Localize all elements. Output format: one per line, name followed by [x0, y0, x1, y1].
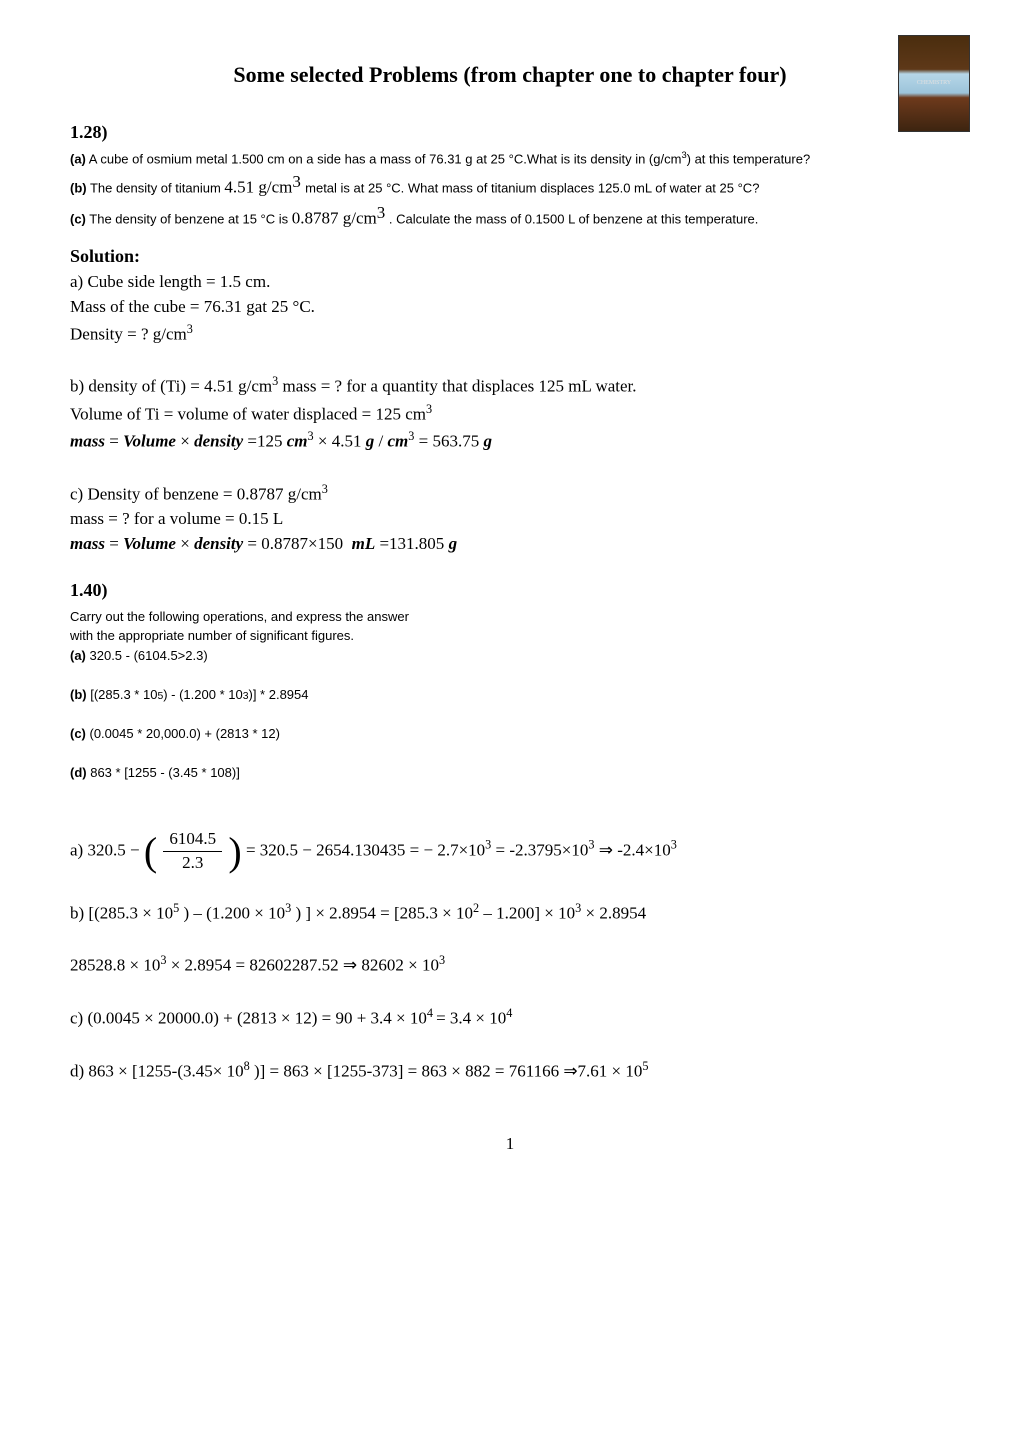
- exp-3: 3: [588, 838, 594, 852]
- exp-3: 3: [285, 901, 291, 915]
- answer-b-line1: b) [(285.3 × 105 ) – (1.200 × 103 ) ] × …: [70, 900, 950, 926]
- p140-intro1: Carry out the following operations, and …: [70, 607, 950, 627]
- page-number: 1: [70, 1133, 950, 1156]
- p140-d-label: (d): [70, 765, 87, 780]
- part-b-text1: The density of titanium: [87, 180, 225, 195]
- exp-3: 3: [377, 203, 386, 222]
- sol-b-line2: Volume of Ti = volume of water displaced…: [70, 404, 426, 423]
- exp-3: 3: [426, 402, 432, 416]
- cover-label: CHEMISTRY: [917, 79, 951, 87]
- exp-3: 3: [322, 482, 328, 496]
- part-b-label: (b): [70, 180, 87, 195]
- frac-num: 6104.5: [163, 828, 222, 852]
- problem-1-28-text: (a) A cube of osmium metal 1.500 cm on a…: [70, 148, 950, 230]
- part-c-text1: The density of benzene at 15 °C is: [86, 211, 292, 226]
- ans-a-pre: a): [70, 840, 87, 859]
- exp-3: 3: [575, 901, 581, 915]
- exp-3: 3: [671, 838, 677, 852]
- density-ti: 4.51 g/cm: [224, 177, 292, 196]
- sol-a-line2: Mass of the cube = 76.31 gat 25 °C.: [70, 296, 950, 319]
- density-benzene: 0.8787 g/cm: [292, 208, 377, 227]
- solution-c: c) Density of benzene = 0.8787 g/cm3 mas…: [70, 481, 950, 556]
- p140-b-label: (b): [70, 687, 87, 702]
- abl2: × 2.8954 = 82602287.52 ⇒ 82602 × 10: [171, 956, 439, 975]
- problem-number-1-28: 1.28): [70, 120, 950, 144]
- answer-c: c) (0.0045 × 20000.0) + (2813 × 12) = 90…: [70, 1005, 950, 1031]
- exp-4: 4: [506, 1006, 512, 1020]
- part-a-label: (a): [70, 151, 86, 166]
- solution-heading: Solution:: [70, 244, 950, 268]
- part-a-end: ) at this temperature?: [687, 151, 811, 166]
- exp-3: 3: [292, 172, 305, 191]
- sol-a-line1: a) Cube side length = 1.5 cm.: [70, 271, 950, 294]
- p140-c-label: (c): [70, 726, 86, 741]
- exp-3: 3: [485, 838, 491, 852]
- p140-a: 320.5 - (6104.5>2.3): [86, 648, 208, 663]
- solution-b: b) density of (Ti) = 4.51 g/cm 3 mass = ?…: [70, 373, 950, 454]
- problem-number-1-40: 1.40): [70, 578, 950, 602]
- problem-1-40-text: Carry out the following operations, and …: [70, 607, 950, 783]
- ac2: = 3.4 × 10: [436, 1009, 506, 1028]
- exp-4: 4: [427, 1006, 436, 1020]
- sol-c-line2: mass = ? for a volume = 0.15 L: [70, 508, 950, 531]
- ad1: d) 863 × [1255-(3.45× 10: [70, 1061, 244, 1080]
- ans-a-r3: ⇒ -2.4×10: [599, 840, 671, 859]
- abl1: 28528.8 × 10: [70, 956, 160, 975]
- ad2: )] = 863 × [1255-373] = 863 × 882 = 7611…: [254, 1061, 642, 1080]
- ab4: – 1.200] × 10: [483, 904, 575, 923]
- p140-c: (0.0045 * 20,000.0) + (2813 * 12): [86, 726, 280, 741]
- exp-3: 3: [439, 953, 445, 967]
- textbook-cover-thumbnail: CHEMISTRY: [898, 35, 970, 132]
- solution-a: a) Cube side length = 1.5 cm. Mass of th…: [70, 271, 950, 346]
- sol-b-line1b: mass = ? for a quantity that displaces 1…: [278, 377, 636, 396]
- part-c-label: (c): [70, 211, 86, 226]
- exp-5: 5: [642, 1059, 648, 1073]
- fraction: 6104.5 2.3: [163, 828, 222, 875]
- exp-3: 3: [187, 322, 193, 336]
- page-title: Some selected Problems (from chapter one…: [70, 60, 950, 90]
- answer-b-line2: 28528.8 × 103 × 2.8954 = 82602287.52 ⇒ 8…: [70, 952, 950, 978]
- ans-a-r2: = -2.3795×10: [496, 840, 589, 859]
- ans-a-lhs: 320.5 −: [87, 840, 139, 859]
- ab2: ) – (1.200 × 10: [183, 904, 285, 923]
- ab3: ) ] × 2.8954 = [285.3 × 10: [296, 904, 474, 923]
- p140-b: [(285.3 * 105) - (1.200 * 103)] * 2.8954: [87, 687, 309, 702]
- sol-b-line1a: b) density of (Ti) = 4.51 g/cm: [70, 377, 272, 396]
- exp-8: 8: [244, 1059, 250, 1073]
- part-a-text: A cube of osmium metal 1.500 cm on a sid…: [86, 151, 682, 166]
- ab1: b) [(285.3 × 10: [70, 904, 173, 923]
- p140-d: 863 * [1255 - (3.45 * 108)]: [87, 765, 240, 780]
- exp-3: 3: [160, 953, 166, 967]
- ac1: c) (0.0045 × 20000.0) + (2813 × 12) = 90…: [70, 1009, 427, 1028]
- exp-2: 2: [473, 901, 479, 915]
- ab5: × 2.8954: [586, 904, 647, 923]
- sol-c-line1: c) Density of benzene = 0.8787 g/cm: [70, 485, 322, 504]
- sol-a-line3: Density = ? g/cm: [70, 324, 187, 343]
- answer-d: d) 863 × [1255-(3.45× 108 )] = 863 × [12…: [70, 1058, 950, 1084]
- p140-intro2: with the appropriate number of significa…: [70, 626, 950, 646]
- right-paren-icon: ): [228, 836, 241, 868]
- p140-a-label: (a): [70, 648, 86, 663]
- exp-5: 5: [173, 901, 179, 915]
- frac-den: 2.3: [163, 852, 222, 875]
- part-c-text2: . Calculate the mass of 0.1500 L of benz…: [385, 211, 758, 226]
- left-paren-icon: (: [144, 836, 157, 868]
- answer-a: a) 320.5 − ( 6104.5 2.3 ) = 320.5 − 2654…: [70, 828, 950, 875]
- ans-a-r1: = 320.5 − 2654.130435 = − 2.7×10: [246, 840, 485, 859]
- part-b-text2: metal is at 25 °C. What mass of titanium…: [305, 180, 759, 195]
